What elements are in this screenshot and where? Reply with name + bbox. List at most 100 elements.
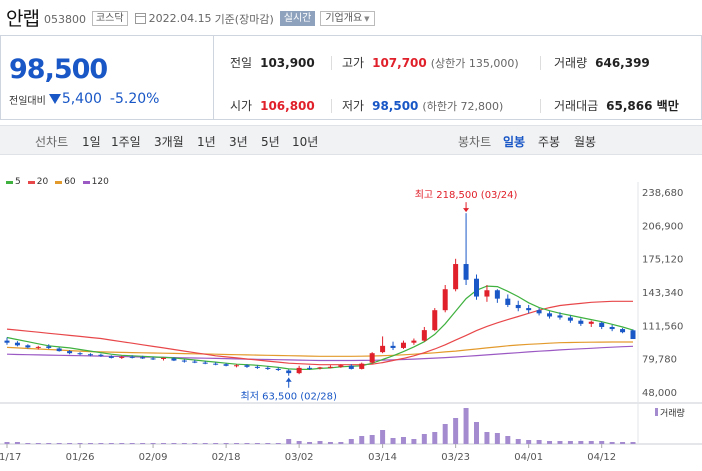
- legend-label: 60: [64, 177, 76, 187]
- current-price-box: 98,500 전일대비 5,400 -5.20%: [1, 36, 214, 119]
- volume-bar: [307, 442, 313, 444]
- x-tick-label: 03/23: [441, 452, 470, 463]
- chart-toolbar: 선차트 1일 1주일 3개월 1년 3년 5년 10년 봉차트 일봉 주봉 월봉: [0, 125, 702, 155]
- company-info-dropdown[interactable]: 기업개요 ▼: [320, 11, 375, 26]
- market-badge: 코스닥: [91, 11, 128, 26]
- candle-body: [296, 367, 302, 374]
- candle-body: [150, 358, 156, 360]
- stock-code: 053800: [43, 12, 86, 26]
- period-10y[interactable]: 10년: [292, 135, 319, 149]
- candle-body: [400, 342, 406, 348]
- quote-basis: 기준(장마감): [214, 12, 274, 26]
- volume-bar: [181, 443, 187, 444]
- period-5y[interactable]: 5년: [261, 135, 280, 149]
- volume-bar: [515, 439, 521, 444]
- volume-bar: [338, 442, 344, 444]
- low-annotation: 최저 63,500 (02/28): [241, 391, 337, 403]
- period-3m[interactable]: 3개월: [154, 135, 184, 149]
- candle-body: [494, 290, 500, 299]
- volume-bar: [275, 443, 281, 444]
- period-1w[interactable]: 1주일: [111, 135, 141, 149]
- candle-chart-label: 봉차트: [458, 135, 492, 149]
- volume-bar: [46, 443, 52, 444]
- candle-body: [547, 313, 553, 317]
- change-label: 전일대비: [9, 95, 46, 107]
- quote-date: 2022.04.15: [148, 12, 212, 25]
- candle-body: [369, 353, 375, 363]
- candle-body: [327, 366, 333, 368]
- price-chart[interactable]: 48,000 79,780 111,560 143,340 175,120 206,900…: [0, 170, 702, 471]
- candle-body: [213, 363, 219, 365]
- volume-bar: [56, 443, 62, 444]
- y-tick-label: 238,680: [642, 188, 683, 199]
- stat-high: 고가 107,700 (상한가 135,000): [342, 54, 519, 71]
- high-arrow-head: [463, 208, 470, 213]
- candle-body: [567, 317, 573, 321]
- divider: [540, 56, 541, 70]
- x-tick-label: 03/02: [285, 452, 314, 463]
- candle-monthly[interactable]: 월봉: [574, 135, 597, 149]
- upper-limit: (상한가 135,000): [430, 57, 519, 70]
- volume-bar: [192, 443, 198, 444]
- stat-label: 저가: [342, 99, 365, 113]
- volume-bar: [67, 443, 73, 444]
- candle-body: [108, 356, 114, 358]
- stat-value: 106,800: [260, 99, 315, 113]
- candle-daily[interactable]: 일봉: [503, 135, 526, 149]
- volume-bar: [140, 443, 146, 444]
- y-tick-label: 143,340: [642, 288, 683, 299]
- down-arrow-icon: [48, 94, 61, 104]
- volume-bar: [421, 434, 427, 444]
- candle-body: [421, 330, 427, 341]
- candle-body: [505, 298, 511, 305]
- stat-label: 거래량: [554, 56, 588, 70]
- stock-name: 안랩: [6, 7, 40, 30]
- candle-body: [129, 356, 135, 358]
- candle-weekly[interactable]: 주봉: [538, 135, 561, 149]
- candle-body: [317, 367, 323, 369]
- candle-body: [557, 315, 563, 318]
- candle-body: [338, 365, 344, 367]
- stat-label: 거래대금: [554, 99, 599, 113]
- stat-value: 646,399: [595, 56, 650, 70]
- volume-bar: [171, 443, 177, 444]
- volume-bar: [348, 439, 354, 444]
- candle-body: [359, 363, 365, 369]
- period-1y[interactable]: 1년: [197, 135, 216, 149]
- candle-body: [46, 346, 52, 348]
- candle-body: [463, 264, 469, 280]
- candle-body: [442, 289, 448, 311]
- stat-value: 103,900: [260, 56, 315, 70]
- volume-bar: [369, 435, 375, 444]
- volume-bar: [161, 443, 166, 444]
- y-tick-label: 175,120: [642, 255, 683, 266]
- period-3y[interactable]: 3년: [229, 135, 248, 149]
- volume-bar: [14, 442, 20, 444]
- volume-bar: [411, 439, 417, 444]
- divider: [331, 56, 332, 70]
- volume-bar: [536, 440, 542, 444]
- volume-bar: [98, 443, 104, 444]
- volume-bar: [599, 441, 605, 444]
- volume-bar: [620, 442, 626, 444]
- divider: [331, 99, 332, 113]
- volume-bar: [474, 422, 479, 444]
- volume-bar: [567, 441, 573, 444]
- volume-bar: [557, 441, 563, 444]
- realtime-button[interactable]: 실시간: [279, 11, 316, 26]
- candle-body: [4, 340, 10, 343]
- candle-body: [578, 320, 584, 324]
- volume-bar: [77, 443, 83, 444]
- high-annotation: 최고 218,500 (03/24): [415, 189, 518, 201]
- stat-label: 전일: [230, 56, 253, 70]
- period-1d[interactable]: 1일: [82, 135, 101, 149]
- y-tick-label: 111,560: [642, 321, 683, 332]
- x-tick-label: 04/01: [514, 452, 543, 463]
- volume-bar: [327, 442, 333, 444]
- candle-body: [620, 329, 626, 333]
- y-tick-label: 48,000: [642, 388, 677, 399]
- candle-body: [87, 354, 93, 356]
- legend-label: 5: [15, 177, 21, 187]
- candle-body: [515, 304, 521, 309]
- volume-bar: [254, 443, 260, 444]
